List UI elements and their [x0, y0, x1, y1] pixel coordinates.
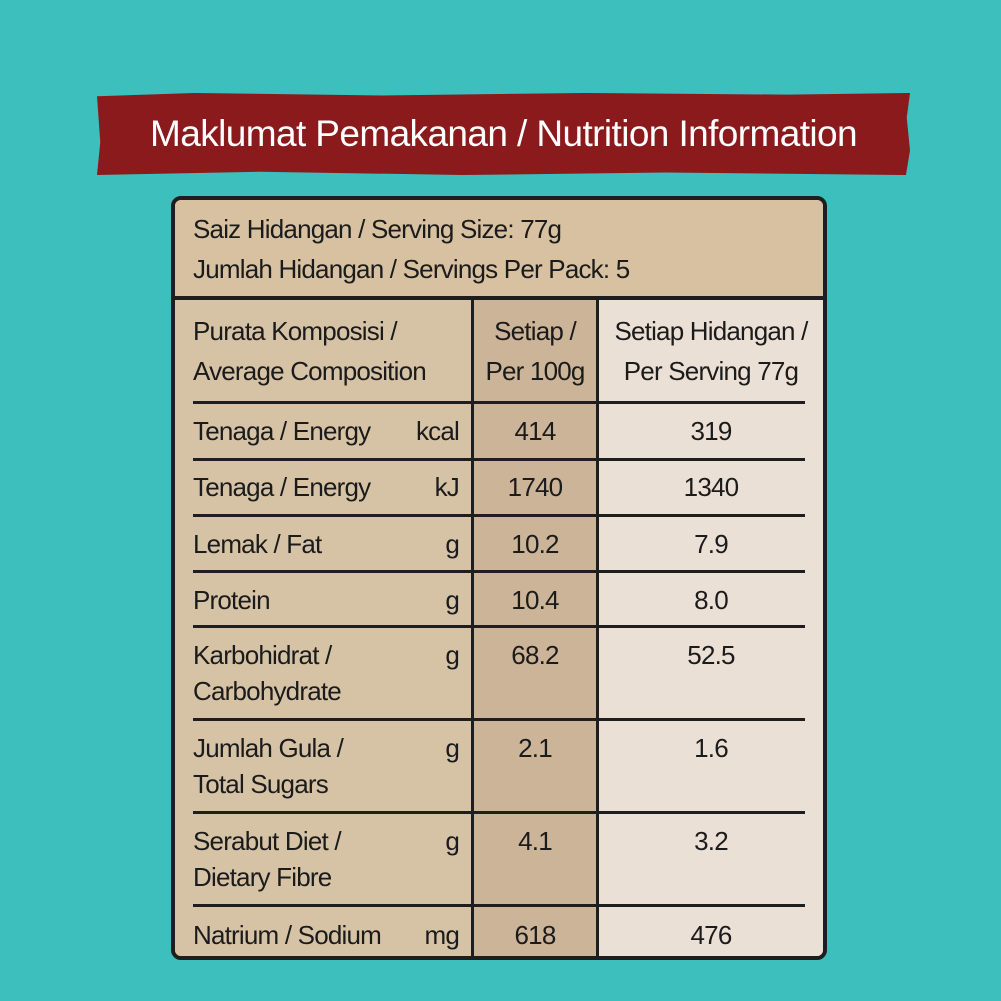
table-row-label: Jumlah Gula /	[193, 733, 344, 763]
table-row-perserving: 8.0	[694, 585, 729, 615]
table-row-unit: mg	[424, 920, 459, 950]
servings-per-pack: Jumlah Hidangan / Servings Per Pack: 5	[193, 254, 630, 284]
table-row-per100: 68.2	[511, 640, 559, 670]
table-row-perserving: 476	[690, 920, 733, 950]
per100-header-line1: Setiap /	[494, 316, 577, 346]
serving-size: Saiz Hidangan / Serving Size: 77g	[193, 214, 562, 244]
page-title: Maklumat Pemakanan / Nutrition Informati…	[150, 113, 858, 154]
table-row-perserving: 52.5	[687, 640, 735, 670]
per-serving-column	[599, 300, 823, 956]
table-row-per100: 4.1	[518, 826, 553, 856]
row-divider	[193, 458, 805, 461]
perserving-header-line1: Setiap Hidangan /	[614, 316, 808, 346]
per100-header-line2: Per 100g	[485, 356, 585, 386]
table-row-per100: 1740	[507, 472, 563, 502]
table-row-label: Tenaga / Energy	[193, 472, 371, 502]
table-row-label: Serabut Diet /	[193, 826, 342, 856]
title-banner: Maklumat Pemakanan / Nutrition Informati…	[97, 93, 910, 175]
row-divider	[193, 811, 805, 814]
row-divider	[193, 718, 805, 721]
table-row-label: Lemak / Fat	[193, 529, 322, 559]
table-row-per100: 414	[514, 416, 557, 446]
table-row-unit: kJ	[434, 472, 460, 502]
table-row-label-line2: Dietary Fibre	[193, 862, 332, 892]
table-row-perserving: 319	[690, 416, 733, 446]
table-row-label: Protein	[193, 585, 271, 615]
table-row-label: Tenaga / Energy	[193, 416, 371, 446]
table-row-unit: g	[445, 529, 459, 559]
per-100g-column	[471, 300, 599, 956]
row-divider	[193, 904, 805, 907]
table-row-perserving: 3.2	[694, 826, 729, 856]
row-divider	[193, 514, 805, 517]
table-row-unit: kcal	[415, 416, 460, 446]
table-row-unit: g	[445, 585, 459, 615]
table-row-perserving: 1340	[683, 472, 739, 502]
perserving-header-line2: Per Serving 77g	[623, 356, 799, 386]
table-row-unit: g	[445, 640, 459, 670]
table-row-per100: 10.2	[511, 529, 559, 559]
composition-header-line1: Purata Komposisi /	[193, 316, 398, 346]
table-row-per100: 10.4	[511, 585, 559, 615]
nutrition-panel: Saiz Hidangan / Serving Size: 77g Jumlah…	[171, 196, 827, 960]
table-row-label: Natrium / Sodium	[193, 920, 382, 950]
table-row-label-line2: Carbohydrate	[193, 676, 342, 706]
table-row-perserving: 7.9	[694, 529, 729, 559]
table-row-unit: g	[445, 733, 459, 763]
table-row-per100: 618	[514, 920, 557, 950]
composition-column	[175, 300, 471, 956]
table-row-perserving: 1.6	[694, 733, 729, 763]
table-row-per100: 2.1	[518, 733, 553, 763]
row-divider	[193, 401, 805, 404]
composition-header-line2: Average Composition	[193, 356, 427, 386]
row-divider	[193, 570, 805, 573]
row-divider	[193, 625, 805, 628]
table-row-label: Karbohidrat /	[193, 640, 332, 670]
table-row-unit: g	[445, 826, 459, 856]
table-row-label-line2: Total Sugars	[193, 769, 329, 799]
serving-info: Saiz Hidangan / Serving Size: 77g Jumlah…	[175, 200, 823, 300]
